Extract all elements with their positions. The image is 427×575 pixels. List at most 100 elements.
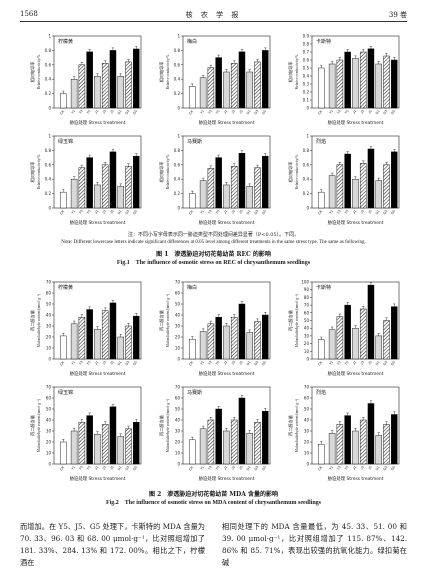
bar — [125, 61, 132, 109]
x-tick-label: Y5 — [344, 209, 350, 215]
y-tick-label: 50 — [46, 407, 52, 412]
y-tick-label: 0 — [306, 462, 309, 467]
bar — [230, 166, 238, 209]
y-tick-label: 70 — [304, 385, 310, 390]
figure-2-caption: 图 2 渗透胁迫对切花菊幼苗 MDA 含量的影响 Fig.2 The influ… — [20, 490, 407, 508]
bar — [223, 325, 230, 360]
x-tick-label: G5 — [132, 209, 138, 215]
bar — [125, 325, 132, 360]
chart-panel: 0 10 20 30 40 50 60 70 丙二醛含量 Malondialdehyde cont… — [158, 385, 271, 482]
chart-panel: 0 10 20 30 40 50 60 70 丙二醛含量 Malondialdehyde cont… — [158, 280, 271, 377]
chart-panel: 0 10 20 30 40 50 60 70 丙二醛含量 Malondialdehyde cont… — [29, 385, 142, 482]
y-tick-label: 0.6 — [45, 62, 52, 67]
chart-panel: 0 0.2 0.4 0.6 0.8 1 相对电导率 Relative conductivity… — [29, 134, 142, 226]
x-axis-title: 胁迫处理 Stress treatment — [70, 370, 126, 377]
figure-2-caption-zh: 图 2 渗透胁迫对切花菊幼苗 MDA 含量的影响 — [149, 491, 278, 498]
bar — [86, 309, 93, 360]
y-axis-label-zh: 相对电导率 — [29, 62, 36, 83]
bar — [101, 63, 109, 109]
panel-label: 绿玉锦 — [58, 138, 73, 145]
y-tick-label: 1 — [48, 34, 51, 39]
bar — [246, 71, 253, 109]
x-axis-title: 胁迫处理 Stress treatment — [328, 219, 384, 226]
x-tick-label: Y3 — [207, 360, 213, 366]
bar — [391, 306, 398, 360]
bar — [70, 323, 78, 360]
x-tick-label: G1 — [117, 209, 123, 215]
y-tick-label: 0.4 — [45, 177, 52, 182]
x-tick-label: J3 — [360, 209, 365, 214]
bar — [125, 166, 132, 209]
x-tick-label: G3 — [253, 109, 259, 115]
y-tick-label: 60 — [46, 291, 52, 296]
figure-1-caption: 图 1 渗透胁迫对切花菊幼苗 REC 的影响 Fig.1 The influen… — [20, 250, 407, 268]
y-tick-label: 10 — [304, 451, 310, 456]
panel-label: 梅白 — [187, 38, 197, 45]
y-tick-label: 0.2 — [303, 90, 310, 95]
panel-label: 柠檬黄 — [58, 284, 73, 291]
y-tick-label: 30 — [46, 429, 52, 434]
x-tick-label: Y1 — [199, 109, 205, 115]
x-tick-label: G3 — [382, 360, 388, 366]
x-tick-label: Y3 — [336, 109, 342, 115]
y-axis-label-en: Malondialdehyde content/(nmol·g⁻¹) — [295, 398, 299, 452]
y-tick-label: 60 — [175, 396, 181, 401]
x-tick-label: J1 — [223, 360, 228, 365]
y-tick-label: 0.4 — [303, 177, 310, 182]
y-tick-label: 50 — [304, 407, 310, 412]
x-tick-label: Y5 — [344, 465, 350, 471]
x-tick-label: J1 — [352, 109, 357, 114]
x-tick-label: J5 — [367, 360, 372, 365]
chart-panel: 0 10 20 30 40 50 60 70 80 90 100 丙二醛含量 Malondialdehy… — [287, 280, 400, 377]
y-tick-label: 0 — [48, 106, 51, 111]
bar — [344, 153, 351, 209]
y-axis-label-en: Malondialdehyde content/(nmol·g⁻¹) — [37, 293, 41, 347]
y-tick-label: 80 — [304, 295, 310, 300]
bar — [336, 424, 344, 465]
x-tick-label: J1 — [94, 465, 99, 470]
bar — [317, 443, 325, 465]
x-tick-label: Y1 — [328, 209, 334, 215]
x-tick-label: G5 — [390, 109, 396, 115]
y-tick-label: 70 — [46, 385, 52, 390]
y-tick-label: 50 — [175, 407, 181, 412]
x-tick-label: G1 — [246, 109, 252, 115]
x-tick-label: G3 — [382, 465, 388, 471]
x-tick-label: J5 — [238, 465, 243, 470]
bar — [109, 50, 117, 109]
y-tick-label: 0.7 — [303, 50, 310, 55]
bar — [78, 421, 86, 465]
y-axis-label-zh: 相对电导率 — [287, 62, 294, 83]
x-tick-label: J5 — [367, 209, 372, 214]
bar — [254, 321, 261, 360]
bar — [199, 77, 207, 109]
y-tick-label: 30 — [46, 324, 52, 329]
y-tick-label: 50 — [175, 302, 181, 307]
bar — [359, 308, 367, 360]
x-tick-label: G5 — [261, 465, 267, 471]
y-axis-label-zh: 相对电导率 — [158, 162, 165, 183]
bar — [352, 178, 359, 209]
x-tick-label: J3 — [102, 360, 107, 365]
y-tick-label: 60 — [175, 291, 181, 296]
bar — [223, 184, 230, 209]
y-tick-label: 1 — [306, 134, 309, 139]
bar — [352, 58, 359, 109]
y-tick-label: 0.8 — [303, 42, 310, 47]
x-tick-label: J3 — [360, 465, 365, 470]
x-tick-label: Y3 — [78, 465, 84, 471]
y-tick-label: 0 — [306, 106, 309, 111]
bar — [101, 424, 109, 465]
bar — [86, 415, 93, 465]
x-tick-label: J5 — [238, 209, 243, 214]
y-tick-label: 40 — [175, 418, 181, 423]
x-tick-label: J5 — [367, 109, 372, 114]
bar — [101, 164, 109, 209]
bar — [86, 51, 93, 109]
x-tick-label: CK — [317, 209, 323, 216]
x-tick-label: J1 — [223, 109, 228, 114]
x-tick-label: J1 — [94, 360, 99, 365]
x-tick-label: J1 — [352, 465, 357, 470]
y-tick-label: 50 — [304, 318, 310, 323]
